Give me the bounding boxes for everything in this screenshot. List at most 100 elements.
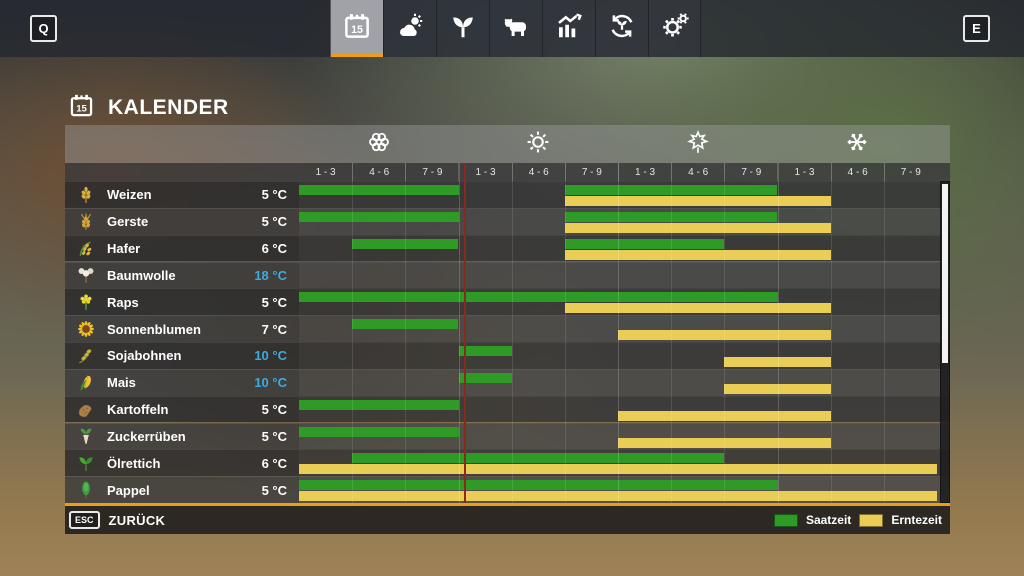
sow-bar: [299, 480, 778, 491]
crop-name: Baumwolle: [107, 267, 176, 283]
canola-icon: [77, 293, 95, 311]
crop-label-cell: Zuckerrüben 5 °C: [65, 423, 299, 450]
crop-name: Weizen: [107, 187, 152, 203]
period-label: 7 - 9: [883, 163, 937, 181]
harvest-bar: [724, 357, 831, 367]
sow-bar: [352, 453, 725, 464]
sow-bar: [458, 346, 512, 356]
harvest-bar: [618, 437, 831, 448]
tab-production[interactable]: [595, 0, 648, 57]
season-spring: [299, 125, 459, 163]
legend-label: Saatzeit: [805, 513, 852, 527]
wheat-icon: [77, 186, 95, 204]
corn-icon: [77, 374, 95, 392]
crop-min-temp: 5 °C: [261, 482, 287, 498]
snowflake-icon: [844, 129, 870, 160]
sunflower-icon: [77, 320, 95, 338]
crop-row: Raps 5 °C: [65, 288, 950, 316]
sow-bar: [458, 372, 512, 383]
harvest-bar: [299, 491, 937, 502]
tab-weather[interactable]: [383, 0, 436, 57]
vertical-scrollbar[interactable]: [940, 181, 950, 503]
svg-text:15: 15: [76, 104, 87, 115]
back-button[interactable]: ZURÜCK: [108, 512, 166, 528]
sow-bar: [299, 426, 459, 437]
crop-label-cell: Sojabohnen 10 °C: [65, 343, 299, 369]
legend-swatch: [859, 513, 884, 527]
tab-animals[interactable]: [489, 0, 542, 57]
period-label: 7 - 9: [405, 163, 458, 181]
crop-name: Ölrettich: [107, 455, 161, 471]
period-label: 1 - 3: [777, 163, 830, 181]
crop-name: Sonnenblumen: [107, 321, 201, 337]
sun-icon: [525, 129, 551, 160]
crop-name: Hafer: [107, 241, 141, 257]
period-label: 4 - 6: [511, 163, 565, 181]
crop-row: Mais 10 °C: [65, 368, 950, 396]
radish-icon: [77, 454, 95, 472]
harvest-bar: [564, 222, 831, 233]
season-header: [65, 125, 950, 163]
potato-icon: [77, 401, 95, 419]
harvest-bar: [724, 383, 831, 394]
crop-label-cell: Mais 10 °C: [65, 369, 299, 396]
sow-bar: [352, 319, 459, 330]
sow-bar: [299, 292, 778, 303]
key-hint-q[interactable]: Q: [30, 15, 57, 42]
season-autumn: [618, 125, 778, 163]
crop-row: Sojabohnen 10 °C: [65, 342, 950, 369]
crop-label-cell: Baumwolle 18 °C: [65, 262, 299, 289]
cow-icon: [501, 11, 531, 46]
crop-label-cell: Pappel 5 °C: [65, 477, 299, 503]
crop-min-temp: 5 °C: [261, 187, 287, 203]
sow-bar: [299, 185, 459, 195]
crop-name: Mais: [107, 375, 136, 391]
crop-name: Raps: [107, 294, 139, 310]
key-hint-esc[interactable]: ESC: [69, 511, 100, 529]
poplar-icon: [77, 481, 95, 499]
crop-row: Weizen 5 °C: [65, 181, 950, 208]
sow-bar: [299, 399, 459, 410]
sow-bar: [564, 238, 725, 249]
tab-calendar[interactable]: 15: [330, 0, 383, 57]
tab-statistics[interactable]: [542, 0, 595, 57]
sow-bar: [564, 185, 778, 195]
period-label: 4 - 6: [352, 163, 405, 181]
crop-table: Weizen 5 °C Gerste 5 °C Hafer 6 °C Baumw…: [65, 181, 950, 503]
season-winter: [778, 125, 938, 163]
crop-min-temp: 5 °C: [261, 214, 287, 230]
period-label: 7 - 9: [724, 163, 777, 181]
legend-label: Erntezeit: [891, 513, 942, 527]
page-header: 15 KALENDER: [68, 92, 229, 124]
tab-crops[interactable]: [436, 0, 489, 57]
period-label: 1 - 3: [315, 166, 336, 178]
crop-row: Sonnenblumen 7 °C: [65, 315, 950, 342]
scrollbar-thumb[interactable]: [942, 184, 948, 364]
harvest-bar: [564, 249, 831, 260]
crop-row: Baumwolle 18 °C: [65, 261, 950, 289]
crop-row: Ölrettich 6 °C: [65, 449, 950, 477]
footer-bar: ESC ZURÜCK Saatzeit Erntezeit: [65, 506, 950, 534]
panel-accent-border: [65, 503, 950, 506]
crop-min-temp: 5 °C: [261, 428, 287, 444]
toolbar-tabs: 15: [330, 0, 701, 57]
cycle-icon: [607, 11, 637, 46]
sow-bar: [352, 238, 459, 249]
barley-icon: [77, 213, 95, 231]
crop-row: Zuckerrüben 5 °C: [65, 422, 950, 450]
tab-settings[interactable]: [648, 0, 701, 57]
key-hint-e[interactable]: E: [963, 15, 990, 42]
top-toolbar: Q 15 E: [0, 0, 1024, 57]
period-label: 1 - 3: [617, 163, 671, 181]
crop-min-temp: 5 °C: [261, 402, 287, 418]
seedling-icon: [448, 11, 478, 46]
gears-icon: [660, 11, 690, 46]
bar-chart-icon: [554, 11, 584, 46]
sow-bar: [564, 211, 778, 222]
period-label: 4 - 6: [671, 163, 724, 181]
crop-label-cell: Gerste 5 °C: [65, 208, 299, 235]
calendar-icon: 15: [68, 92, 95, 124]
sugarbeet-icon: [77, 427, 95, 445]
crop-name: Pappel: [107, 482, 150, 498]
period-label: 4 - 6: [830, 163, 884, 181]
